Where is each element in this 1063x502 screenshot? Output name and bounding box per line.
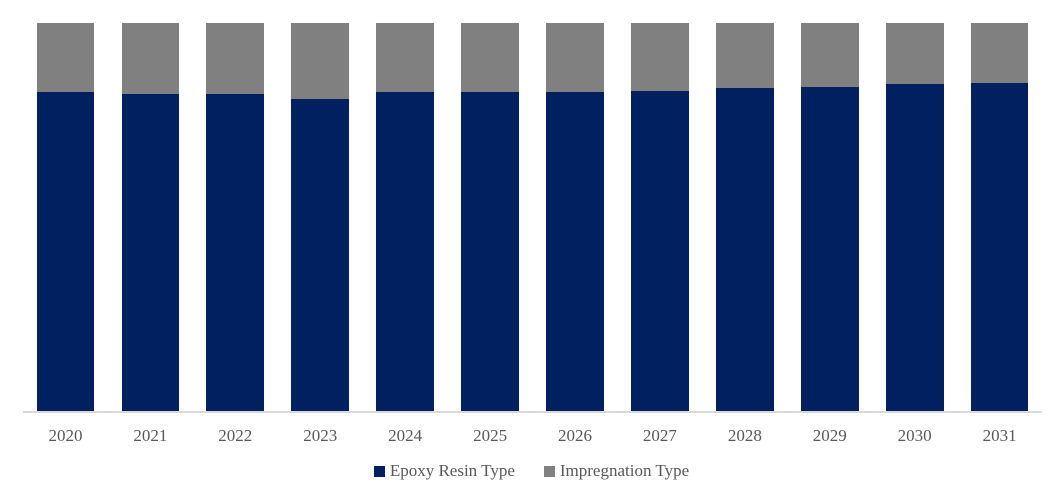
- bar-segment-epoxy-resin-type-2022: [206, 94, 265, 411]
- legend: Epoxy Resin Type Impregnation Type: [0, 461, 1063, 481]
- x-tick-label-2031: 2031: [982, 426, 1017, 445]
- stacked-bar-2029: [800, 23, 859, 411]
- x-tick-label-2024: 2024: [388, 426, 423, 445]
- x-tick-label-2029: 2029: [812, 426, 847, 445]
- bar-segment-epoxy-resin-type-2029: [800, 86, 859, 411]
- bar-segment-epoxy-resin-type-2031: [970, 83, 1029, 411]
- bar-slot-2031: [957, 23, 1042, 411]
- x-tick-label-2022: 2022: [218, 426, 253, 445]
- stacked-bar-2027: [631, 23, 689, 411]
- x-tick-label-2027: 2027: [642, 426, 677, 445]
- bar-segment-epoxy-resin-type-2020: [36, 92, 95, 411]
- bar-slot-2023: [278, 23, 363, 411]
- bar-segment-impregnation-type-2027: [631, 23, 689, 92]
- bar-segment-impregnation-type-2029: [800, 23, 859, 87]
- x-tick-label-2030: 2030: [897, 426, 932, 445]
- bar-slot-2024: [363, 23, 448, 411]
- legend-item-epoxy-resin-type: Epoxy Resin Type: [373, 461, 515, 481]
- x-tick-label-2021: 2021: [133, 426, 168, 445]
- bar-segment-epoxy-resin-type-2026: [546, 91, 604, 411]
- x-tick-label-2025: 2025: [473, 426, 508, 445]
- plot-area: [23, 23, 1042, 411]
- bar-segment-epoxy-resin-type-2024: [376, 92, 435, 411]
- bar-segment-impregnation-type-2024: [376, 23, 435, 93]
- bar-segment-impregnation-type-2022: [206, 23, 265, 94]
- bar-slot-2030: [872, 23, 957, 411]
- stacked-bar-2023: [291, 23, 350, 411]
- legend-swatch-epoxy-icon: [373, 465, 385, 477]
- bar-segment-impregnation-type-2028: [715, 23, 774, 89]
- x-tick-label-2028: 2028: [727, 426, 762, 445]
- x-tick-label-2023: 2023: [303, 426, 338, 445]
- bar-slot-2027: [617, 23, 702, 411]
- stacked-bar-2022: [206, 23, 265, 411]
- bar-slot-2025: [448, 23, 533, 411]
- bar-segment-impregnation-type-2025: [461, 23, 519, 93]
- legend-label-epoxy: Epoxy Resin Type: [389, 461, 515, 480]
- bar-segment-impregnation-type-2023: [291, 23, 350, 100]
- legend-label-impregnation: Impregnation Type: [559, 461, 690, 480]
- stacked-bar-2025: [461, 23, 519, 411]
- bar-segment-epoxy-resin-type-2027: [631, 91, 689, 411]
- stacked-bar-2028: [715, 23, 774, 411]
- bar-slot-2021: [108, 23, 193, 411]
- stacked-bar-2020: [36, 23, 95, 411]
- x-axis-line: [23, 411, 1042, 413]
- legend-item-impregnation-type: Impregnation Type: [543, 461, 690, 481]
- bar-segment-impregnation-type-2021: [121, 23, 180, 94]
- bar-segment-epoxy-resin-type-2023: [291, 99, 350, 411]
- bar-segment-impregnation-type-2026: [546, 23, 604, 92]
- bar-slot-2028: [702, 23, 787, 411]
- stacked-bar-2024: [376, 23, 435, 411]
- x-axis-labels: 2020 2021 2022 2023 2024 2025 2026 2027 2028 2029…: [23, 426, 1042, 446]
- stacked-bar-2026: [546, 23, 604, 411]
- x-tick-label-2026: 2026: [557, 426, 592, 445]
- bar-segment-impregnation-type-2031: [970, 23, 1029, 84]
- bar-slot-2026: [533, 23, 618, 411]
- bar-segment-epoxy-resin-type-2021: [121, 94, 180, 411]
- bar-segment-epoxy-resin-type-2025: [461, 92, 519, 411]
- stacked-bar-2030: [885, 23, 944, 411]
- bar-segment-epoxy-resin-type-2030: [885, 84, 944, 411]
- bar-slot-2020: [23, 23, 108, 411]
- bar-slot-2022: [193, 23, 278, 411]
- x-tick-label-2020: 2020: [48, 426, 83, 445]
- bar-segment-impregnation-type-2020: [36, 23, 95, 93]
- bar-slot-2029: [787, 23, 872, 411]
- stacked-bar-2031: [970, 23, 1029, 411]
- legend-swatch-impregnation-icon: [543, 465, 555, 477]
- bar-segment-impregnation-type-2030: [885, 23, 944, 85]
- stacked-bar-2021: [121, 23, 180, 411]
- bar-segment-epoxy-resin-type-2028: [715, 88, 774, 411]
